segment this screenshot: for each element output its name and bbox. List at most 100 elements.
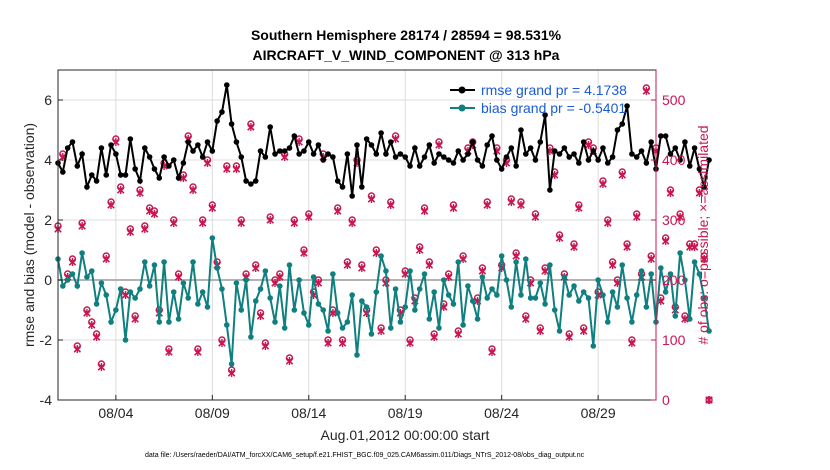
obs-possible-point [324, 336, 332, 344]
bias-point [378, 253, 384, 259]
y-tick-label: -4 [40, 392, 53, 408]
bias-point [248, 334, 254, 340]
rmse-point [267, 124, 273, 130]
rmse-point [450, 160, 457, 166]
rmse-point [151, 166, 158, 172]
bias-point [262, 268, 269, 274]
rmse-point [320, 157, 327, 163]
obs-possible-point [242, 270, 250, 278]
bias-point [214, 265, 220, 271]
obs-possible-point [227, 366, 236, 374]
rmse-point [595, 157, 601, 163]
bias-point [233, 280, 240, 286]
obs-possible-point [415, 243, 424, 251]
rmse-point [412, 145, 418, 151]
rmse-point [108, 142, 114, 148]
rmse-point [127, 136, 134, 142]
bias-point [445, 292, 452, 298]
rmse-point [310, 151, 317, 157]
legend-bias-label: bias grand pr = -0.5401 [481, 100, 626, 116]
rmse-point [344, 151, 351, 157]
rmse-point [571, 151, 577, 157]
x-tick-label: 08/24 [484, 405, 519, 421]
bias-point [469, 298, 476, 304]
obs-possible-point [599, 177, 607, 185]
bias-point [339, 325, 346, 331]
obs-possible-point [512, 249, 520, 257]
chart-subtitle: AIRCRAFT_V_WIND_COMPONENT @ 313 hPa [253, 47, 560, 63]
obs-possible-point [102, 252, 110, 260]
bias-point [585, 295, 592, 301]
rmse-point [64, 145, 71, 151]
bias-point [624, 295, 630, 301]
obs-possible-point [478, 264, 487, 272]
obs-possible-point [459, 252, 467, 260]
y2-tick-label: 300 [662, 212, 686, 228]
bias-point [556, 328, 563, 334]
rmse-point [513, 163, 519, 169]
obs-possible-point [271, 276, 279, 284]
rmse-point [551, 148, 558, 154]
obs-possible-point [92, 330, 101, 338]
bias-point [706, 328, 712, 334]
bias-point [88, 268, 95, 274]
obs-possible-point [141, 222, 149, 230]
obs-possible-point [628, 336, 636, 344]
obs-possible-point [112, 135, 120, 143]
bias-point [600, 292, 606, 298]
obs-possible-point [444, 270, 453, 278]
bias-point [60, 283, 66, 289]
rmse-point [233, 139, 240, 145]
obs-possible-point [232, 162, 241, 170]
obs-possible-point [676, 210, 684, 218]
rmse-point [262, 154, 269, 160]
bias-point [527, 295, 534, 301]
obs-possible-point [372, 246, 380, 254]
rmse-point [633, 154, 640, 160]
bias-point [98, 280, 105, 286]
bias-point [334, 310, 341, 316]
rmse-point [566, 154, 572, 160]
bias-point [368, 331, 375, 337]
rmse-point [508, 145, 515, 151]
rmse-point [228, 121, 235, 127]
rmse-point [113, 151, 119, 157]
obs-possible-point [189, 183, 197, 191]
bias-point [576, 298, 582, 304]
y2-tick-label: 100 [662, 332, 686, 348]
bias-point [479, 274, 486, 280]
rmse-point [368, 142, 375, 148]
rmse-point [238, 154, 245, 160]
rmse-point [301, 148, 307, 154]
obs-possible-point [285, 354, 294, 362]
rmse-point [426, 142, 433, 148]
obs-possible-point [83, 306, 91, 314]
obs-possible-point [198, 216, 207, 224]
obs-possible-point [531, 210, 540, 218]
obs-possible-point [579, 324, 588, 332]
bias-point [595, 277, 601, 283]
bias-point [291, 307, 298, 313]
rmse-point [170, 157, 177, 163]
obs-possible-point [387, 198, 395, 206]
bias-point [532, 295, 539, 301]
rmse-point [93, 178, 100, 184]
rmse-point [315, 142, 322, 148]
bias-point [315, 301, 322, 307]
bias-point [151, 262, 158, 268]
obs-possible-point [338, 336, 347, 344]
bias-point [648, 271, 654, 277]
obs-possible-point [358, 261, 366, 269]
bias-point [407, 268, 413, 274]
obs-possible-point [633, 210, 641, 218]
rmse-point [175, 175, 182, 181]
rmse-point [199, 154, 206, 160]
rmse-point [580, 139, 587, 145]
bias-point [547, 262, 553, 268]
rmse-point [291, 133, 298, 139]
obs-possible-point [623, 240, 631, 248]
rmse-point [281, 148, 288, 154]
obs-possible-point [150, 207, 159, 215]
bias-point [286, 262, 293, 268]
y2-tick-label: 0 [662, 392, 670, 408]
